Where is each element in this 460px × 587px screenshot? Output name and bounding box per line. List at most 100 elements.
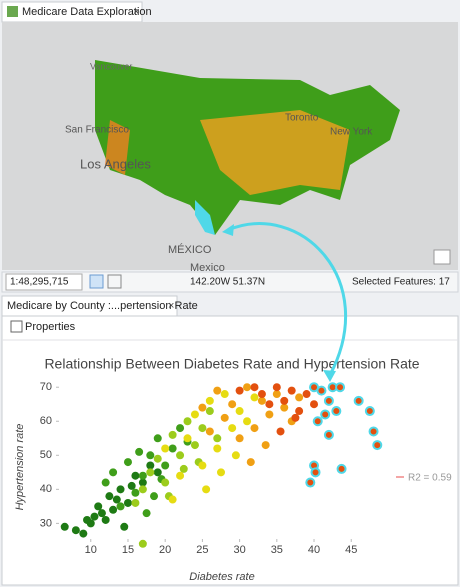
close-button[interactable]: ×: [133, 6, 139, 18]
point: [131, 488, 140, 497]
point: [116, 485, 125, 494]
point: [265, 410, 274, 419]
point: [235, 386, 244, 395]
point: [94, 502, 103, 511]
point: [316, 385, 327, 396]
point: [257, 390, 266, 399]
point: [280, 396, 289, 405]
point: [153, 454, 162, 463]
point: [213, 434, 222, 443]
map-label: MÉXICO: [168, 243, 212, 256]
point: [168, 495, 177, 504]
point: [168, 430, 177, 439]
point: [135, 447, 144, 456]
point: [272, 390, 281, 399]
point: [183, 417, 192, 426]
point: [336, 463, 347, 474]
chart-tab-title: Medicare by County :...pertension Rate: [7, 300, 198, 312]
point: [190, 410, 199, 419]
point: [146, 468, 155, 477]
arrow-head: [323, 370, 336, 382]
point: [261, 441, 270, 450]
point: [146, 451, 155, 460]
point: [90, 512, 99, 521]
selected-features: Selected Features: 17: [352, 277, 450, 288]
x-tick-label: 30: [233, 544, 245, 556]
point: [217, 468, 225, 477]
point: [161, 444, 170, 453]
point: [323, 429, 334, 440]
point: [161, 461, 170, 470]
point: [120, 522, 129, 531]
point: [246, 458, 255, 467]
point: [123, 498, 132, 507]
point: [179, 464, 188, 473]
point: [198, 424, 207, 433]
point: [112, 495, 121, 504]
point: [79, 529, 88, 538]
map-button[interactable]: [433, 249, 451, 265]
us-map-west: [105, 120, 130, 175]
scale: 1:48,295,715: [10, 277, 69, 288]
point: [368, 426, 379, 437]
chart-title: Relationship Between Diabetes Rate and H…: [44, 356, 419, 372]
x-tick-label: 10: [85, 544, 97, 556]
point: [101, 515, 110, 524]
point: [176, 451, 185, 460]
point: [353, 395, 364, 406]
point: [305, 477, 316, 488]
map-label: Toronto: [285, 113, 319, 124]
point: [71, 526, 80, 535]
point: [220, 390, 229, 399]
map-icon: [7, 6, 18, 17]
point: [142, 509, 151, 518]
point: [235, 407, 244, 416]
y-tick-label: 70: [40, 381, 52, 393]
point: [310, 467, 321, 478]
map-label: Mexico: [190, 262, 225, 274]
coordinates: 142.20W 51.37N: [190, 277, 265, 288]
point: [250, 424, 259, 433]
point: [131, 471, 140, 480]
point: [231, 451, 240, 460]
point: [138, 471, 147, 480]
x-tick-label: 40: [308, 544, 320, 556]
point: [138, 539, 147, 548]
point: [331, 406, 342, 417]
point: [243, 417, 252, 426]
point: [276, 427, 285, 436]
point: [109, 468, 118, 477]
point: [161, 478, 170, 487]
point: [295, 393, 304, 402]
x-tick-label: 25: [196, 544, 208, 556]
point: [153, 434, 162, 443]
y-tick-label: 40: [40, 483, 52, 495]
point: [205, 396, 214, 405]
point: [228, 400, 237, 409]
properties-button[interactable]: Properties: [25, 321, 76, 333]
point: [105, 492, 114, 501]
point: [150, 492, 159, 501]
point: [116, 502, 125, 511]
tool-button[interactable]: [107, 274, 122, 289]
chart-pane: [1, 315, 459, 586]
map-label: Vancouver: [90, 61, 132, 71]
point: [138, 478, 147, 487]
scale-box[interactable]: [5, 273, 83, 291]
point: [198, 461, 207, 470]
point: [97, 509, 106, 518]
point: [123, 458, 132, 467]
point: [101, 478, 110, 487]
point: [310, 400, 319, 409]
close-button[interactable]: ×: [168, 300, 174, 312]
tool-button[interactable]: [89, 274, 104, 289]
plot: 10 15 20 25 30 35 40 45 30 40 50 60 70 R2 = 0.59: [40, 381, 452, 556]
point: [302, 390, 311, 399]
point: [213, 444, 222, 453]
point: [198, 403, 207, 412]
arrow-head: [222, 224, 234, 236]
x-tick-label: 15: [122, 544, 134, 556]
point: [153, 468, 162, 477]
status-bar: [1, 271, 459, 293]
